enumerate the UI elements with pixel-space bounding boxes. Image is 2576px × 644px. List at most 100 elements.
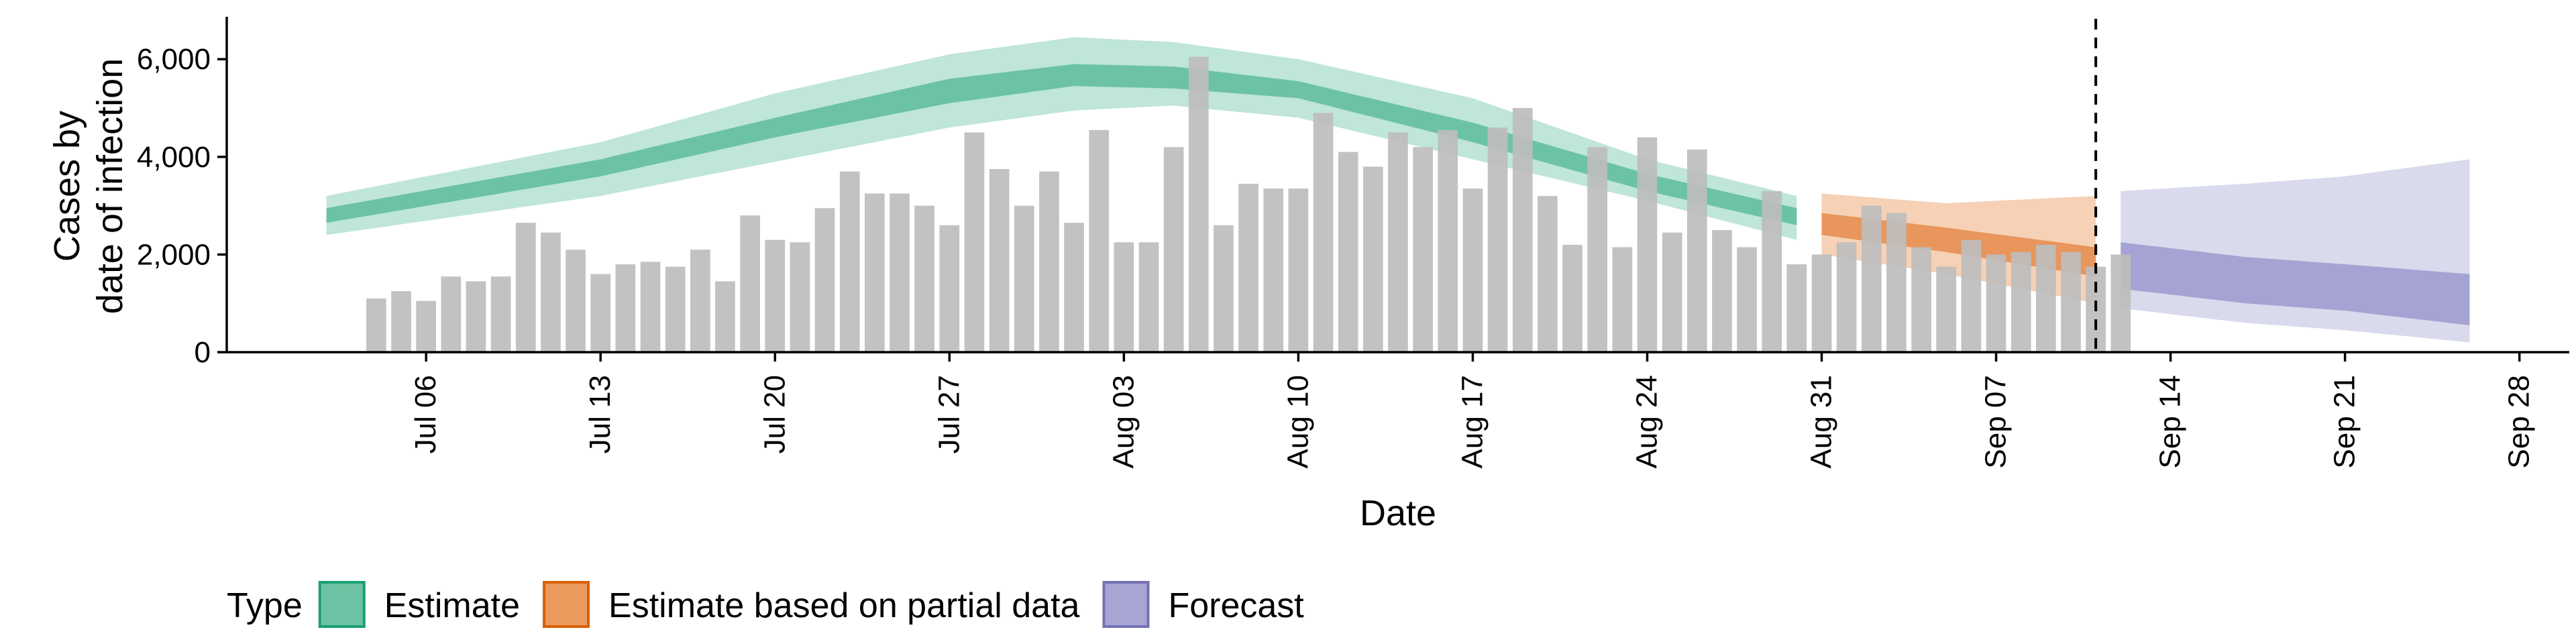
y-tick-label: 6,000 xyxy=(137,43,211,76)
case-bar xyxy=(690,250,710,352)
case-bar xyxy=(865,193,885,352)
legend-label-estimate-based-on-partial-data: Estimate based on partial data xyxy=(608,586,1080,625)
case-bar xyxy=(416,301,436,352)
case-bar xyxy=(366,298,386,352)
case-bar xyxy=(989,169,1010,352)
case-bar xyxy=(1039,171,1059,352)
case-bar xyxy=(1862,205,1882,352)
case-bar xyxy=(1986,254,2006,352)
case-bar xyxy=(765,239,786,352)
case-bar xyxy=(1487,127,1508,352)
x-tick-label: Sep 21 xyxy=(2328,375,2361,468)
case-bar xyxy=(1612,247,1633,352)
x-tick-label: Sep 14 xyxy=(2154,375,2187,468)
case-bar xyxy=(1562,244,1582,352)
case-bar xyxy=(541,232,561,352)
legend-label-estimate: Estimate xyxy=(384,586,520,625)
case-bar xyxy=(1662,232,1682,352)
y-axis-title: Cases bydate of infection xyxy=(47,58,130,314)
case-bar xyxy=(1188,56,1209,352)
case-bar xyxy=(1214,225,1234,352)
y-tick-label: 4,000 xyxy=(137,141,211,174)
case-bar xyxy=(1363,166,1383,352)
case-bar xyxy=(814,208,835,352)
case-bar xyxy=(1762,191,1782,352)
case-bar xyxy=(665,266,686,352)
case-bar xyxy=(1238,183,1258,352)
case-bar xyxy=(1637,137,1658,352)
case-bar xyxy=(1313,113,1334,353)
case-bar xyxy=(914,205,934,352)
case-bar xyxy=(2110,254,2131,352)
case-bar xyxy=(1936,266,1957,352)
case-bar xyxy=(939,225,960,352)
case-bar xyxy=(441,276,462,352)
y-tick-label: 0 xyxy=(195,336,211,369)
x-tick-label: Jul 06 xyxy=(409,375,442,453)
case-bar xyxy=(2061,252,2081,352)
x-tick-label: Aug 17 xyxy=(1456,375,1489,468)
case-bar xyxy=(740,215,760,352)
case-bar xyxy=(1961,239,1982,352)
case-bar xyxy=(1413,147,1433,353)
case-bar xyxy=(1014,205,1034,352)
case-bar xyxy=(890,193,910,352)
x-tick-label: Sep 07 xyxy=(1980,375,2012,468)
case-bar xyxy=(1263,189,1284,352)
case-bar xyxy=(790,242,810,352)
x-tick-label: Jul 27 xyxy=(932,375,965,453)
x-tick-label: Aug 31 xyxy=(1805,375,1838,468)
case-bar xyxy=(1886,213,1907,352)
legend-swatch-forecast xyxy=(1102,581,1150,628)
case-bar xyxy=(1786,264,1807,352)
case-bar xyxy=(1064,223,1084,352)
y-tick-label: 2,000 xyxy=(137,238,211,271)
case-bar xyxy=(566,250,586,352)
case-bar xyxy=(1538,196,1558,352)
legend-label-forecast: Forecast xyxy=(1168,586,1304,625)
case-bar xyxy=(1338,152,1358,352)
legend-title: Type xyxy=(227,586,303,625)
x-tick-label: Sep 28 xyxy=(2503,375,2536,468)
case-bar xyxy=(1163,147,1184,353)
case-bar xyxy=(2010,252,2031,352)
case-bar xyxy=(1712,230,1732,352)
case-bar xyxy=(1114,242,1134,352)
case-bar xyxy=(1089,129,1110,353)
case-bar xyxy=(590,274,611,352)
case-bar xyxy=(1737,247,1757,352)
case-bar xyxy=(490,276,511,352)
case-bar xyxy=(1836,242,1857,352)
case-bar xyxy=(515,223,536,352)
case-bar xyxy=(1462,189,1483,352)
x-tick-label: Jul 20 xyxy=(758,375,791,453)
case-bar xyxy=(1686,149,1707,352)
x-tick-label: Jul 13 xyxy=(584,375,616,453)
case-bar xyxy=(2036,244,2056,352)
case-bar xyxy=(1811,254,1832,352)
y-axis-title-line: Cases by xyxy=(47,111,87,262)
case-bar xyxy=(1512,108,1533,352)
legend-swatch-estimate xyxy=(318,581,366,628)
case-bar xyxy=(466,281,486,352)
case-bar xyxy=(715,281,735,352)
case-bar xyxy=(1438,129,1458,353)
x-tick-label: Aug 24 xyxy=(1630,375,1663,468)
case-bar xyxy=(1388,132,1408,352)
case-bar xyxy=(964,132,985,352)
case-bar xyxy=(1138,242,1159,352)
legend: Type Estimate Estimate based on partial da… xyxy=(227,581,1304,628)
case-bar xyxy=(1288,189,1309,352)
case-bar xyxy=(1911,247,1931,352)
x-tick-label: Aug 10 xyxy=(1281,375,1314,468)
case-bar xyxy=(615,264,636,352)
y-axis-title-line: date of infection xyxy=(90,58,130,314)
case-bar xyxy=(839,171,860,352)
axes-layer: 0 2,000 4,000 6,000 Jul 06 Jul 13 Jul 20 Jul 27… xyxy=(47,17,2569,533)
case-bar xyxy=(1587,147,1607,353)
forecast-ribbon-50 xyxy=(2121,242,2470,325)
case-bar xyxy=(391,291,411,352)
x-axis-title: Date xyxy=(1360,493,1436,533)
case-bar xyxy=(640,262,661,352)
